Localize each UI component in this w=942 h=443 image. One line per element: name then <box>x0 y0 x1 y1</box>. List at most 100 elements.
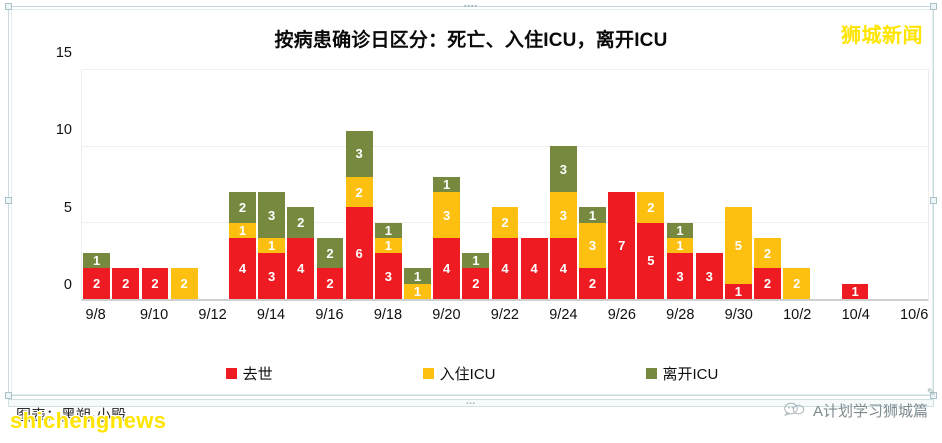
x-axis-label: 10/2 <box>783 307 812 323</box>
bar-slot[interactable]: 2 <box>140 70 169 299</box>
bar-segment-icu-admitted: 1 <box>404 283 431 299</box>
resize-handle-top-right[interactable] <box>930 3 937 10</box>
y-axis-tick-0: 0 <box>63 277 72 293</box>
bar-segment-icu-admitted: 2 <box>754 237 781 269</box>
bottom-divider-bar[interactable]: ▪▪▪ <box>8 399 934 407</box>
legend-swatch-icon <box>645 368 657 379</box>
y-axis-tick-10: 10 <box>55 122 72 139</box>
x-axis-slot: 9/16 <box>315 307 344 331</box>
x-axis-slot: 9/28 <box>666 307 695 331</box>
bar-segment-icu-discharged: 1 <box>666 222 694 238</box>
resize-handle-top-left[interactable] <box>5 3 12 10</box>
resize-handle-bottom-left[interactable] <box>5 392 12 399</box>
bar-slot[interactable]: 2 <box>170 70 199 299</box>
bar-slot[interactable]: 1 <box>840 70 869 299</box>
x-axis-label: 9/26 <box>607 307 636 323</box>
bar-segment-deaths: 7 <box>608 192 636 299</box>
bar-slot[interactable] <box>870 70 899 299</box>
bar-segment-deaths: 3 <box>695 253 723 299</box>
legend-icu-discharged[interactable]: 离开ICU <box>645 363 719 384</box>
bar-segment-icu-admitted: 3 <box>579 222 606 269</box>
chart-credit: 图表：黑朔·小殿 <box>16 407 126 424</box>
x-axis-slot: 9/14 <box>256 307 285 331</box>
legend-icu-admitted[interactable]: 入住ICU <box>422 363 496 384</box>
bar-segment-icu-discharged: 1 <box>462 253 490 269</box>
bar-segment-icu-admitted: 2 <box>783 268 811 299</box>
x-axis-label: 9/12 <box>198 307 227 323</box>
legend-swatch-icon <box>422 368 434 379</box>
x-axis-slot: 10/2 <box>783 307 812 331</box>
footer-account[interactable]: A计划学习狮城篇 <box>784 400 928 421</box>
x-axis-slot: 9/12 <box>198 307 227 331</box>
slide-top-handle[interactable]: ▪▪▪▪ <box>464 3 478 10</box>
bar-slot[interactable]: 4 <box>520 70 549 299</box>
x-axis-label: 9/10 <box>139 307 169 323</box>
bar-segment-icu-admitted: 1 <box>229 222 256 238</box>
x-axis-slot <box>636 307 665 331</box>
bar-slot[interactable] <box>199 70 228 299</box>
bar-segment-icu-admitted: 1 <box>374 237 402 254</box>
bar-slot[interactable] <box>811 70 840 299</box>
bar-slot[interactable]: 2 <box>111 70 140 299</box>
resize-handle-bottom-right[interactable] <box>930 392 937 399</box>
legend-label: 入住ICU <box>439 366 496 383</box>
x-axis-slot <box>227 307 256 331</box>
legend-label: 去世 <box>242 366 273 383</box>
bar-slot[interactable]: 2 <box>782 70 811 299</box>
bar-segment-deaths: 2 <box>754 268 781 299</box>
x-axis-slot <box>286 307 315 331</box>
bar-segment-deaths: 2 <box>141 268 169 299</box>
bar-segment-icu-admitted: 3 <box>549 192 577 238</box>
legend-deaths[interactable]: 去世 <box>225 363 273 384</box>
x-axis-label: 9/14 <box>256 307 286 323</box>
x-axis-slot: 10/6 <box>900 307 929 331</box>
resize-handle-middle-left[interactable] <box>5 197 12 204</box>
bar-segment-icu-admitted: 3 <box>433 192 461 238</box>
bar-segment-icu-discharged: 3 <box>258 192 286 238</box>
bar-segment-icu-admitted: 1 <box>258 237 286 254</box>
bar-slot[interactable] <box>899 70 928 299</box>
bar-segment-icu-discharged: 1 <box>404 268 431 284</box>
x-axis-baseline <box>82 299 928 300</box>
x-axis-slot <box>344 307 373 331</box>
bar-segment-deaths: 3 <box>258 253 286 299</box>
x-axis-slot: 9/30 <box>724 307 753 331</box>
bottom-handle-dots: ▪▪▪ <box>466 401 476 407</box>
x-axis-slot: 9/20 <box>432 307 461 331</box>
x-axis-slot: 9/18 <box>373 307 402 331</box>
x-axis-slot <box>870 307 899 331</box>
bar-segment-icu-admitted: 2 <box>637 192 665 223</box>
gridline-10 <box>82 145 928 147</box>
bar-slot[interactable]: 3 <box>695 70 724 299</box>
x-axis-slot: 9/22 <box>490 307 519 331</box>
y-axis-tick-15: 15 <box>55 45 72 61</box>
bar-segment-icu-discharged: 2 <box>316 237 344 269</box>
resize-handle-middle-right[interactable] <box>930 197 937 204</box>
legend-label: 离开ICU <box>662 366 719 383</box>
bar-segment-deaths: 1 <box>724 283 752 299</box>
bar-segment-deaths: 2 <box>316 268 344 299</box>
bar-slot[interactable]: 7 <box>607 70 636 299</box>
x-axis-label: 10/4 <box>841 307 870 323</box>
